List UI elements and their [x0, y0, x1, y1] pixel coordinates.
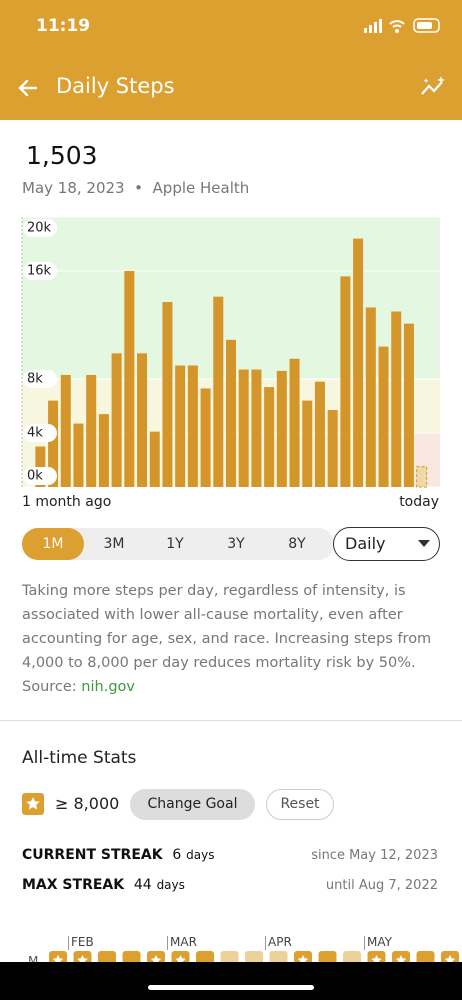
status-icons — [364, 18, 440, 33]
bar — [35, 446, 46, 487]
bar — [175, 365, 186, 487]
bar — [353, 238, 364, 487]
tick-pill — [23, 262, 57, 280]
tick-pill — [23, 370, 57, 388]
star — [26, 797, 40, 810]
bar — [162, 302, 173, 487]
home-bar-area — [0, 962, 462, 1000]
x-start-label: 1 month ago — [22, 494, 112, 510]
stats-title: All-time Stats — [22, 748, 137, 768]
current-streak-note: since May 12, 2023 — [311, 848, 438, 863]
month-tick — [265, 936, 266, 950]
range-tab[interactable]: 1Y — [166, 536, 184, 552]
reset-button[interactable]: Reset — [266, 789, 334, 820]
bar — [378, 346, 389, 487]
bar — [60, 374, 71, 487]
steps-chart: 0k 4k 8k 16k 20k — [21, 216, 440, 488]
bar — [238, 369, 249, 487]
bar — [251, 369, 262, 487]
today-steps: 1,503 — [26, 141, 98, 170]
month-label: FEB — [71, 935, 94, 949]
divider — [0, 720, 462, 721]
bar — [403, 323, 414, 487]
info-body: Taking more steps per day, regardless of… — [22, 583, 432, 671]
source: Apple Health — [152, 179, 250, 197]
bar — [73, 423, 84, 487]
app-bar — [0, 0, 462, 120]
bar — [213, 296, 224, 487]
date: May 18, 2023 — [22, 179, 125, 197]
bar — [98, 414, 109, 487]
y-tick-label: 0k — [27, 469, 43, 484]
y-tick-label: 20k — [27, 221, 52, 236]
bar — [391, 311, 402, 487]
dropdown-arrow — [418, 540, 430, 547]
bar — [124, 271, 135, 487]
home-indicator — [148, 985, 314, 990]
tick-pill — [23, 424, 57, 442]
y-tick-label: 8k — [27, 372, 43, 387]
value: 6 — [172, 847, 182, 863]
bar — [302, 400, 313, 487]
interval-dropdown[interactable]: Daily — [333, 527, 440, 561]
month-label: MAY — [367, 935, 392, 949]
range-tab[interactable]: 3M — [103, 536, 125, 552]
bar — [226, 339, 236, 487]
source-label: Source: — [22, 679, 77, 695]
range-tab[interactable]: 3Y — [227, 536, 245, 552]
label: MAX STREAK — [22, 877, 125, 893]
tick-pill — [23, 467, 57, 485]
label: CURRENT STREAK — [22, 847, 163, 863]
max-streak: MAX STREAK 44 days — [22, 877, 185, 893]
day-label: M — [28, 954, 39, 968]
goal-value: ≥ 8,000 — [55, 794, 120, 813]
tick-pill — [23, 219, 57, 237]
bar — [365, 307, 376, 487]
bar — [416, 466, 428, 488]
bar — [48, 400, 59, 487]
insights-button[interactable] — [420, 74, 448, 100]
month-label: MAR — [170, 935, 197, 949]
back-button[interactable] — [16, 76, 40, 100]
interval-value: Daily — [345, 534, 386, 553]
bar — [149, 431, 160, 487]
unit: days — [156, 878, 185, 892]
bar — [264, 387, 275, 487]
month-tick — [364, 936, 365, 950]
separator: • — [134, 179, 143, 197]
bar — [187, 365, 198, 487]
month-tick — [68, 936, 69, 950]
bar — [289, 358, 300, 487]
value: 44 — [133, 877, 152, 893]
month-label: APR — [268, 935, 292, 949]
change-goal-button[interactable]: Change Goal — [130, 789, 255, 820]
bar — [111, 353, 122, 487]
bar — [200, 388, 211, 487]
bar — [327, 410, 338, 487]
summary-meta: May 18, 2023 • Apple Health — [22, 179, 249, 197]
y-tick-label: 16k — [27, 264, 52, 279]
current-streak: CURRENT STREAK 6 days — [22, 847, 214, 863]
bar — [137, 353, 148, 487]
bar — [276, 370, 287, 487]
goal-icon — [22, 793, 44, 815]
screen-title: Daily Steps — [56, 74, 175, 98]
source-link[interactable]: nih.gov — [81, 679, 135, 695]
bar — [86, 374, 97, 487]
info-text: Taking more steps per day, regardless of… — [22, 579, 442, 699]
max-streak-note: until Aug 7, 2022 — [325, 878, 438, 893]
y-tick-label: 4k — [27, 426, 43, 441]
unit: days — [186, 848, 215, 862]
status-time: 11:19 — [36, 16, 91, 36]
bar — [340, 276, 351, 487]
range-tab[interactable]: 1M — [22, 528, 84, 560]
month-tick — [167, 936, 168, 950]
range-tab[interactable]: 8Y — [288, 536, 306, 552]
x-end-label: today — [399, 494, 439, 510]
range-tabs: 1M 3M 1Y 3Y 8Y — [22, 528, 334, 560]
bar — [314, 381, 325, 487]
